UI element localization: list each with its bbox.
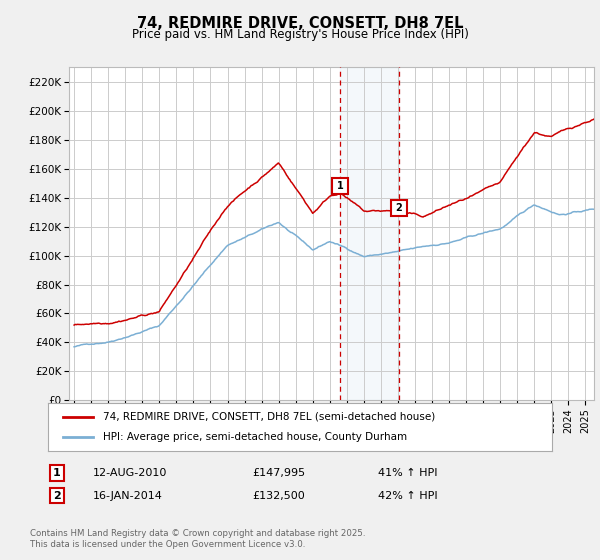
Text: 42% ↑ HPI: 42% ↑ HPI [378,491,437,501]
Text: 1: 1 [53,468,61,478]
Text: Contains HM Land Registry data © Crown copyright and database right 2025.
This d: Contains HM Land Registry data © Crown c… [30,529,365,549]
Text: £147,995: £147,995 [252,468,305,478]
Text: 2: 2 [395,203,402,213]
Text: Price paid vs. HM Land Registry's House Price Index (HPI): Price paid vs. HM Land Registry's House … [131,28,469,41]
Text: 74, REDMIRE DRIVE, CONSETT, DH8 7EL (semi-detached house): 74, REDMIRE DRIVE, CONSETT, DH8 7EL (sem… [103,412,436,422]
Text: HPI: Average price, semi-detached house, County Durham: HPI: Average price, semi-detached house,… [103,432,407,442]
Text: 12-AUG-2010: 12-AUG-2010 [93,468,167,478]
Bar [340,67,398,400]
Text: 41% ↑ HPI: 41% ↑ HPI [378,468,437,478]
Text: 2: 2 [53,491,61,501]
Text: 16-JAN-2014: 16-JAN-2014 [93,491,163,501]
Text: £132,500: £132,500 [252,491,305,501]
Text: 1: 1 [337,181,344,191]
Text: 74, REDMIRE DRIVE, CONSETT, DH8 7EL: 74, REDMIRE DRIVE, CONSETT, DH8 7EL [137,16,463,31]
